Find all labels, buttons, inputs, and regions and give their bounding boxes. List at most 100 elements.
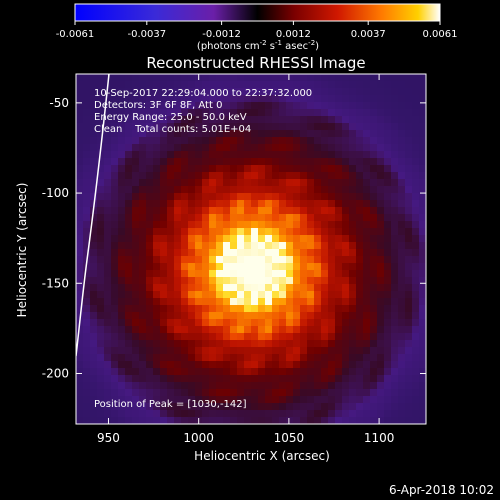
heatmap-cell	[195, 389, 203, 397]
heatmap-cell	[125, 347, 133, 355]
heatmap-cell	[195, 165, 203, 173]
heatmap-cell	[181, 382, 189, 390]
heatmap-cell	[328, 256, 336, 264]
heatmap-cell	[412, 382, 420, 390]
heatmap-cell	[412, 298, 420, 306]
heatmap-cell	[335, 193, 343, 201]
heatmap-cell	[363, 144, 371, 152]
heatmap-cell	[202, 102, 210, 110]
heatmap-cell	[90, 361, 98, 369]
heatmap-cell	[370, 95, 378, 103]
heatmap-cell	[398, 242, 406, 250]
heatmap-cell	[293, 375, 301, 383]
heatmap-cell	[139, 249, 147, 257]
heatmap-cell	[384, 326, 392, 334]
heatmap-cell	[174, 389, 182, 397]
heatmap-cell	[202, 109, 210, 117]
heatmap-cell	[244, 221, 252, 229]
heatmap-cell	[202, 354, 210, 362]
heatmap-cell	[321, 221, 329, 229]
heatmap-cell	[146, 116, 154, 124]
heatmap-cell	[349, 298, 357, 306]
heatmap-cell	[76, 242, 84, 250]
heatmap-cell	[139, 228, 147, 236]
heatmap-cell	[188, 88, 196, 96]
heatmap-cell	[412, 340, 420, 348]
heatmap-cell	[202, 396, 210, 404]
heatmap-cell	[419, 410, 426, 418]
heatmap-cell	[97, 249, 105, 257]
heatmap-cell	[146, 298, 154, 306]
heatmap-cell	[237, 361, 245, 369]
heatmap-cell	[83, 284, 91, 292]
heatmap-cell	[356, 410, 364, 418]
heatmap-cell	[195, 158, 203, 166]
heatmap-cell	[349, 382, 357, 390]
heatmap-cell	[321, 137, 329, 145]
heatmap-cell	[300, 130, 308, 138]
heatmap-cell	[419, 242, 426, 250]
heatmap-cell	[188, 263, 196, 271]
heatmap-cell	[370, 277, 378, 285]
heatmap-cell	[377, 102, 385, 110]
heatmap-cell	[167, 319, 175, 327]
heatmap-cell	[265, 305, 273, 313]
heatmap-cell	[244, 186, 252, 194]
heatmap-cell	[251, 165, 259, 173]
heatmap-cell	[251, 116, 259, 124]
heatmap-cell	[76, 200, 84, 208]
heatmap-cell	[307, 151, 315, 159]
heatmap-cell	[230, 298, 238, 306]
heatmap-cell	[321, 207, 329, 215]
heatmap-cell	[412, 144, 420, 152]
heatmap-cell	[111, 151, 119, 159]
heatmap-cell	[377, 340, 385, 348]
heatmap-cell	[363, 123, 371, 131]
heatmap-cell	[258, 284, 266, 292]
heatmap-cell	[286, 284, 294, 292]
heatmap-cell	[237, 151, 245, 159]
heatmap-cell	[412, 347, 420, 355]
heatmap-cell	[363, 186, 371, 194]
heatmap-cell	[195, 396, 203, 404]
solar-limb	[76, 74, 110, 357]
heatmap-cell	[181, 165, 189, 173]
heatmap-cell	[377, 403, 385, 411]
heatmap-cell	[237, 403, 245, 411]
heatmap-cell	[335, 347, 343, 355]
heatmap-cell	[111, 249, 119, 257]
heatmap-cell	[419, 368, 426, 376]
heatmap-cell	[370, 326, 378, 334]
heatmap-cell	[244, 130, 252, 138]
heatmap-cell	[202, 368, 210, 376]
heatmap-cell	[391, 81, 399, 89]
heatmap-cell	[125, 207, 133, 215]
heatmap-cell	[188, 249, 196, 257]
energy-text: Energy Range: 25.0 - 50.0 keV	[94, 112, 247, 123]
heatmap-cell	[377, 221, 385, 229]
heatmap-cell	[83, 228, 91, 236]
heatmap-cell	[314, 347, 322, 355]
heatmap-cell	[265, 207, 273, 215]
heatmap-cell	[356, 305, 364, 313]
heatmap-cell	[370, 382, 378, 390]
heatmap-cell	[419, 284, 426, 292]
heatmap-cell	[97, 312, 105, 320]
heatmap-cell	[139, 298, 147, 306]
heatmap-cell	[377, 81, 385, 89]
heatmap-cell	[377, 116, 385, 124]
heatmap-cell	[230, 228, 238, 236]
heatmap-cell	[146, 81, 154, 89]
heatmap-cell	[76, 123, 84, 131]
heatmap-cell	[223, 354, 231, 362]
heatmap-cell	[153, 130, 161, 138]
heatmap-cell	[76, 340, 84, 348]
heatmap-cell	[195, 81, 203, 89]
heatmap-cell	[335, 179, 343, 187]
heatmap-cell	[216, 102, 224, 110]
heatmap-cell	[251, 179, 259, 187]
heatmap-cell	[370, 417, 378, 424]
heatmap-cell	[391, 368, 399, 376]
heatmap-cell	[139, 270, 147, 278]
heatmap-cell	[265, 326, 273, 334]
